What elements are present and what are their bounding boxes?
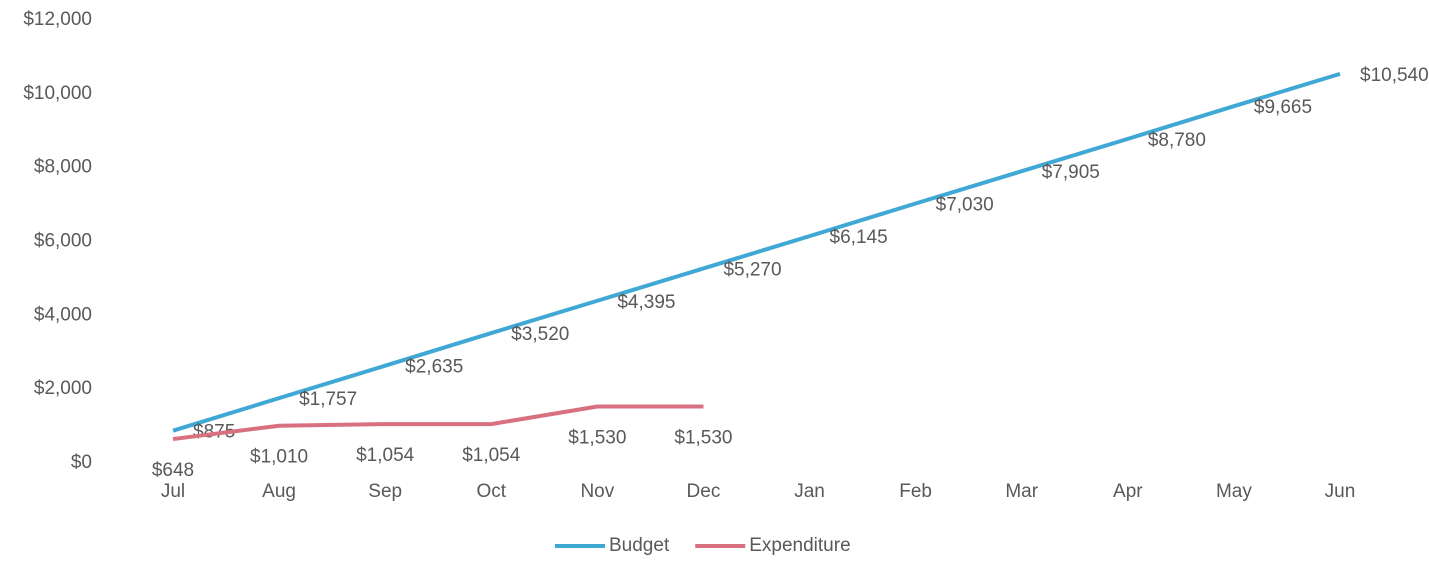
data-label: $8,780 — [1148, 130, 1206, 151]
y-tick-label: $8,000 — [34, 157, 92, 178]
data-label: $1,010 — [250, 447, 308, 468]
y-tick-label: $6,000 — [34, 231, 92, 252]
y-tick-label: $2,000 — [34, 378, 92, 399]
x-tick-label: May — [1216, 481, 1252, 502]
x-tick-label: Nov — [580, 481, 614, 502]
data-label: $1,530 — [674, 428, 732, 449]
x-tick-label: Dec — [687, 481, 721, 502]
data-label: $10,540 — [1360, 65, 1429, 86]
legend-label: Budget — [609, 535, 670, 556]
series-line — [172, 404, 704, 442]
x-tick-label: Aug — [262, 481, 296, 502]
x-tick-label: Jan — [794, 481, 825, 502]
data-label: $1,757 — [299, 389, 357, 410]
data-label: $5,270 — [723, 259, 781, 280]
series-line — [172, 71, 1341, 433]
x-tick-label: Mar — [1005, 481, 1038, 502]
data-label: $2,635 — [405, 357, 463, 378]
x-tick-label: Feb — [899, 481, 932, 502]
data-label: $3,520 — [511, 324, 569, 345]
data-label: $6,145 — [830, 227, 888, 248]
data-label: $7,905 — [1042, 162, 1100, 183]
y-tick-label: $10,000 — [23, 83, 92, 104]
x-tick-label: Oct — [476, 481, 506, 502]
y-tick-label: $0 — [71, 452, 92, 473]
y-tick-label: $4,000 — [34, 304, 92, 325]
legend-label: Expenditure — [749, 535, 850, 556]
data-label: $7,030 — [936, 194, 994, 215]
x-tick-label: Sep — [368, 481, 402, 502]
x-tick-label: Apr — [1113, 481, 1143, 502]
data-label: $1,054 — [356, 445, 415, 466]
y-tick-label: $12,000 — [23, 9, 92, 30]
data-label: $1,530 — [568, 428, 626, 449]
data-label: $648 — [152, 460, 194, 481]
x-tick-label: Jul — [161, 481, 185, 502]
x-tick-label: Jun — [1325, 481, 1356, 502]
data-label: $4,395 — [617, 292, 675, 313]
data-label: $9,665 — [1254, 97, 1312, 118]
data-label: $1,054 — [462, 445, 521, 466]
